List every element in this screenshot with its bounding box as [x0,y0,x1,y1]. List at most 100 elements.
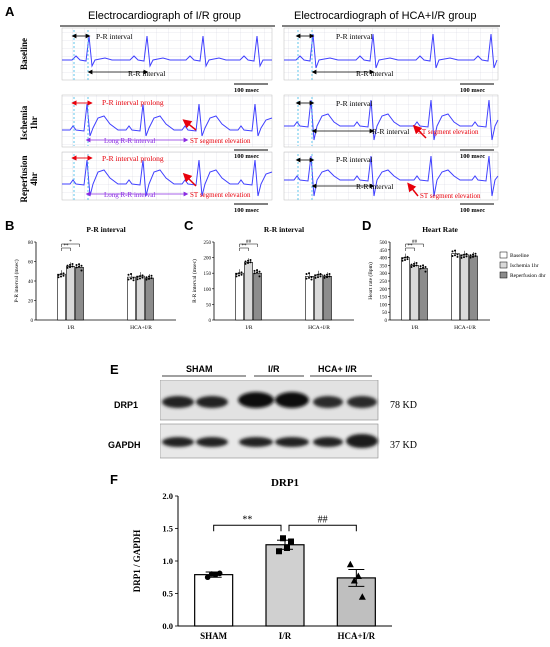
chart-heart-rate: Heart Rate 0 50 100 150 200 250 300 350 400 450 500… [367,225,546,331]
data-point [249,261,252,264]
data-point [308,272,310,275]
data-point [454,249,456,252]
data-point [57,273,60,276]
data-point [235,272,238,275]
bar [136,275,145,321]
data-point [247,259,249,262]
data-point [413,265,415,268]
panel-label-e: E [110,362,119,377]
data-point [71,265,74,268]
category-label: HCA+I/R [130,325,152,331]
data-point [422,264,424,267]
data-point [469,256,472,259]
significance-bracket [405,247,415,251]
data-point [456,253,459,256]
data-point [413,262,415,265]
legend-swatch [499,251,508,259]
data-point [288,538,294,545]
data-point [314,276,317,279]
data-point [78,265,80,268]
data-point [136,278,139,281]
data-point [75,264,78,267]
data-point [276,548,282,555]
y-axis-label: R-R interval (msec) [191,259,198,303]
ecg-right-ischemia-pr-label: P-R interval [336,99,372,108]
y-tick-label: 1.5 [162,524,173,534]
bar [127,276,136,321]
data-point [463,253,465,256]
category-label: I/R [411,325,418,331]
chart-pr-interval: P-R interval 0 20 40 60 80 P-R interval (msec)… [13,225,176,331]
data-point [406,255,409,258]
chart-title: Heart Rate [422,225,458,234]
western-group-hca-ir: HCA+ I/R [318,364,357,374]
y-tick-label: 350 [380,264,388,269]
data-point [317,276,319,279]
data-point [66,264,69,267]
bar [401,257,410,321]
western-kd-drp1: 78 KD [390,400,417,411]
data-point [474,255,477,258]
y-tick-label: 1.0 [162,556,173,566]
bar [265,544,305,627]
data-point [456,255,459,258]
bar [75,267,84,321]
data-point [148,275,150,278]
data-point [406,258,409,261]
data-point [454,254,456,257]
category-label: HCA+I/R [308,325,330,331]
ecg-left-reperfusion-st: ST segment elevation [190,191,251,199]
data-point [244,260,247,263]
ecg-left-reperfusion [61,151,273,201]
data-point [253,272,256,275]
data-point [358,593,366,600]
y-tick-label: 100 [204,288,212,293]
ecg-figure: P-R interval R-R interval 100 msec P-R i… [60,25,500,214]
data-point [350,577,358,584]
category-label: SHAM [200,631,228,641]
data-point [258,275,261,278]
bar [323,276,332,321]
data-point [323,274,326,277]
significance-bracket [288,524,357,532]
data-point [472,253,474,256]
data-point [216,570,223,577]
data-point [127,278,130,281]
data-point [410,263,413,266]
ecg-right-baseline-pr-label: P-R interval [336,32,372,41]
category-label: I/R [67,325,74,331]
significance-label: * [69,240,72,245]
ecg-left-ischemia [61,94,273,148]
significance-label: ## [412,240,418,245]
data-point [424,270,427,273]
data-point [310,278,313,281]
data-point [139,277,141,280]
data-point [424,265,427,268]
significance-label: ## [246,240,252,245]
data-point [69,266,71,269]
y-tick-label: 60 [28,261,34,266]
ecg-right-ischemia-rr-label: R-R interval [372,127,409,136]
data-point [346,560,354,568]
data-point [310,276,313,279]
data-point [240,271,243,274]
significance-label: ** [242,514,252,525]
data-point [472,255,474,258]
significance-label: ** [242,244,248,249]
ecg-left-ischemia-pr-prolong: P-R interval prolong [102,98,164,107]
ecg-left-baseline-pr-label: P-R interval [96,32,132,41]
y-tick-label: 150 [204,272,212,277]
data-point [280,535,286,542]
western-blot-bracket-lines [162,375,372,377]
category-label: HCA+I/R [454,325,476,331]
western-protein-gapdh: GAPDH [108,440,141,450]
ecg-right-baseline [283,27,499,81]
significance-bracket [213,524,282,532]
panel-label-b: B [5,218,15,233]
data-point [75,266,78,269]
data-point [451,255,454,258]
y-tick-label: 400 [380,257,388,262]
data-point [326,276,328,279]
legend-label: Ischemia 1hr [510,263,539,269]
data-point [204,574,211,581]
